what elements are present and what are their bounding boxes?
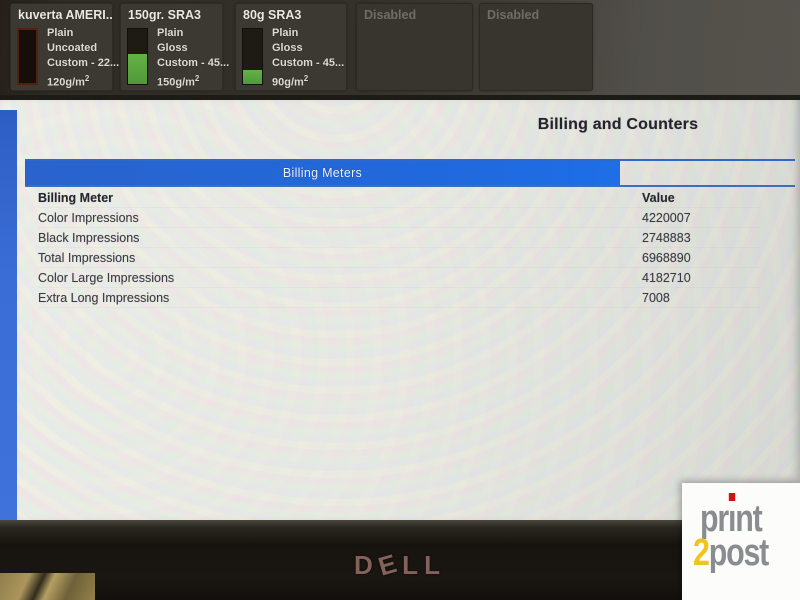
meter-label: Color Impressions — [38, 210, 139, 225]
tray-status-bar: kuverta AMERI... Plain Uncoated Custom -… — [0, 0, 800, 100]
table-row: Color Impressions 4220007 — [38, 208, 760, 228]
table-row: Color Large Impressions 4182710 — [38, 268, 760, 288]
tray-tile-disabled-1: Disabled — [356, 3, 473, 91]
meter-label: Total Impressions — [38, 250, 136, 265]
tab-strip: Billing Meters — [25, 159, 795, 187]
monitor-bezel: DELL — [0, 520, 800, 600]
tray-name: 80g SRA3 — [243, 8, 302, 22]
tray-media-info: Plain Uncoated Custom - 22... 120g/m2 — [47, 27, 120, 89]
tray-tile-kuverta[interactable]: kuverta AMERI... Plain Uncoated Custom -… — [10, 3, 119, 91]
dell-logo: DELL — [354, 546, 446, 582]
meter-value: 7008 — [642, 290, 670, 305]
desk-surface — [0, 573, 95, 600]
meter-label: Black Impressions — [38, 230, 140, 245]
billing-meter-table: Billing Meter Value Color Impressions 42… — [38, 188, 760, 308]
meter-value: 4182710 — [642, 270, 691, 285]
tray-name: Disabled — [364, 8, 417, 22]
tray-tile-150gr-sra3[interactable]: 150gr. SRA3 Plain Gloss Custom - 45... 1… — [120, 3, 229, 91]
tab-label: Billing Meters — [282, 166, 363, 180]
tray-level-indicator — [242, 28, 263, 85]
tray-level-indicator — [127, 28, 148, 85]
screen-left-edge-strip — [0, 110, 17, 520]
red-dot-i: ı — [728, 498, 736, 540]
tray-tile-80g-sra3[interactable]: 80g SRA3 Plain Gloss Custom - 45... 90g/… — [235, 3, 347, 91]
print2post-logo: prınt 2post — [682, 483, 800, 600]
table-header-row: Billing Meter Value — [38, 188, 760, 208]
meter-label: Extra Long Impressions — [38, 290, 170, 305]
column-header-meter: Billing Meter — [38, 190, 114, 205]
column-header-value: Value — [642, 190, 675, 205]
table-row: Black Impressions 2748883 — [38, 228, 760, 248]
table-row: Extra Long Impressions 7008 — [38, 288, 760, 308]
tray-tile-disabled-2: Disabled — [479, 3, 593, 91]
tray-media-info: Plain Gloss Custom - 45... 150g/m2 — [157, 27, 230, 89]
meter-value: 6968890 — [642, 250, 691, 265]
tray-level-indicator — [17, 28, 38, 85]
meter-value: 4220007 — [642, 210, 691, 225]
printer-screen: Billing and Counters Billing Meters Bill… — [0, 100, 800, 520]
tray-name: Disabled — [487, 8, 540, 22]
meter-label: Color Large Impressions — [38, 270, 175, 285]
table-row: Total Impressions 6968890 — [38, 248, 760, 268]
tray-media-info: Plain Gloss Custom - 45... 90g/m2 — [272, 27, 345, 89]
tray-name: kuverta AMERI... — [18, 8, 113, 22]
tray-name: 150gr. SRA3 — [128, 8, 201, 22]
tab-billing-meters[interactable]: Billing Meters — [25, 161, 620, 185]
page-title: Billing and Counters — [537, 116, 699, 133]
meter-value: 2748883 — [642, 230, 691, 245]
